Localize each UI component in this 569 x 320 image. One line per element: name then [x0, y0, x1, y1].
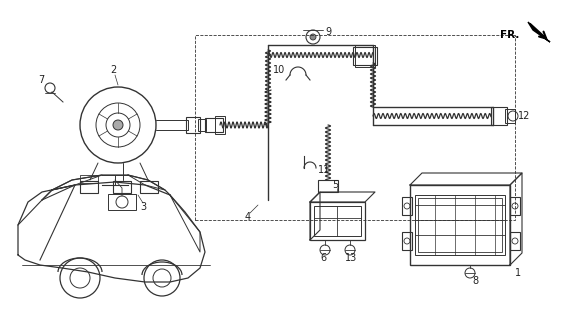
- Text: FR.: FR.: [500, 30, 519, 40]
- Bar: [186, 117, 200, 133]
- Bar: [510, 232, 520, 250]
- Text: 13: 13: [345, 253, 357, 263]
- Bar: [353, 47, 377, 65]
- Bar: [505, 109, 515, 123]
- Bar: [491, 107, 507, 125]
- Text: 1: 1: [515, 268, 521, 278]
- Bar: [510, 197, 520, 215]
- Bar: [198, 119, 206, 131]
- Bar: [418, 198, 502, 252]
- Text: 10: 10: [273, 65, 285, 75]
- Text: 4: 4: [245, 212, 251, 222]
- Circle shape: [310, 34, 316, 40]
- Text: 9: 9: [325, 27, 331, 37]
- Bar: [195, 35, 515, 220]
- Text: 3: 3: [140, 202, 146, 212]
- Bar: [355, 45, 375, 67]
- Bar: [314, 206, 361, 236]
- Bar: [415, 195, 505, 255]
- Text: 2: 2: [110, 65, 116, 75]
- Polygon shape: [528, 22, 550, 42]
- Bar: [140, 181, 158, 193]
- Text: 7: 7: [38, 75, 44, 85]
- Bar: [410, 185, 510, 265]
- Bar: [113, 181, 131, 193]
- Bar: [318, 180, 338, 192]
- Bar: [310, 202, 365, 240]
- Text: 12: 12: [518, 111, 530, 121]
- Bar: [205, 118, 223, 132]
- Text: 6: 6: [320, 253, 326, 263]
- Text: 8: 8: [472, 276, 478, 286]
- Circle shape: [113, 120, 123, 130]
- Text: 5: 5: [332, 180, 338, 190]
- Bar: [402, 197, 412, 215]
- Bar: [108, 194, 136, 210]
- Bar: [80, 175, 98, 183]
- Bar: [402, 232, 412, 250]
- Bar: [80, 181, 98, 193]
- Text: 11: 11: [318, 165, 330, 175]
- Bar: [215, 116, 225, 134]
